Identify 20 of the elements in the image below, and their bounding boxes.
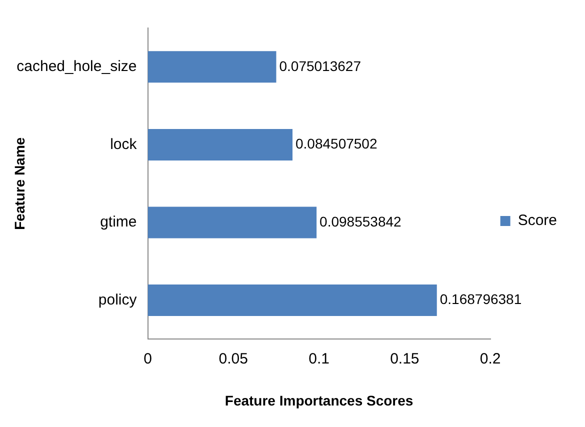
x-axis-title: Feature Importances Scores (224, 392, 414, 408)
data-label: 0.084507502 (295, 136, 378, 152)
legend-label: Score (518, 212, 558, 230)
y-axis-title: Feature Name (11, 137, 28, 230)
bar (148, 51, 276, 83)
x-tick-label: 0.2 (480, 350, 501, 368)
x-tick-label: 0.15 (390, 350, 420, 368)
x-tick-label: 0.05 (218, 350, 248, 368)
y-tick-label: cached_hole_size (16, 58, 137, 76)
x-tick-label: 0.1 (308, 350, 330, 368)
bar (148, 206, 317, 238)
data-label: 0.098553842 (320, 213, 402, 230)
x-tick-label: 0 (144, 350, 152, 368)
data-label: 0.168796381 (440, 291, 522, 308)
y-tick-label: lock (110, 136, 138, 153)
y-tick-label: policy (98, 291, 138, 308)
bar (148, 284, 437, 316)
bar (148, 128, 292, 160)
y-tick-label: gtime (100, 214, 137, 231)
data-label: 0.075013627 (279, 58, 362, 74)
